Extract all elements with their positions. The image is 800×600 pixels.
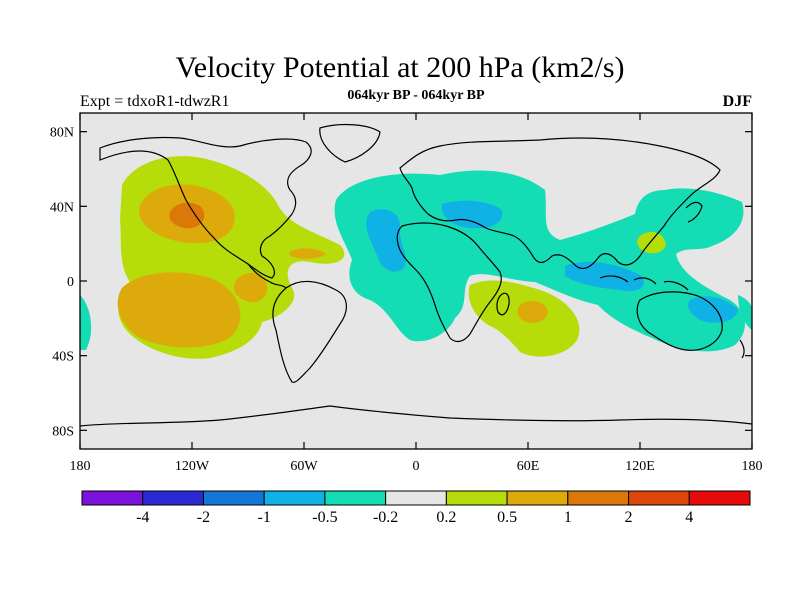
contour-neg-mid-med [441,200,503,229]
colorbar-label: 2 [625,509,633,526]
lon-tick-label: 180 [742,459,763,474]
colorbar-swatch [688,490,751,506]
colorbar-swatch [628,490,690,506]
colorbar-label: 0.5 [497,509,517,526]
coast-madagascar [496,292,510,316]
lat-tick-label: 0 [67,275,74,290]
contour-neg-mid-aus [688,296,738,323]
coast-africa [396,222,502,343]
contour-neg-mid-atlantic [366,209,406,272]
coast-japan [685,201,703,223]
coast-central-america [247,263,287,289]
lon-tick-label: 60W [290,459,318,474]
coast-antarctica [80,405,752,427]
colorbar-swatch [445,490,508,506]
colorbar-label: 1 [564,509,572,526]
contour-negative-epac [738,295,752,330]
contour-mid-spac [117,272,241,348]
contour-fields [80,156,752,359]
coast-greenland [319,123,381,163]
colorbar-swatch [567,490,630,506]
coast-new-zealand [739,339,745,359]
contour-mid-sio [517,300,548,323]
colorbar-label: -1 [258,509,271,526]
lat-tick-label: 80S [52,424,74,439]
coast-eurasia [399,137,721,270]
lon-tick-label: 120W [175,459,210,474]
axis-ticks: 80N 40N 0 40S 80S 180 120W 60W 0 60E 120E 180 [50,113,763,474]
lon-tick-label: 0 [413,459,420,474]
colorbar-label: -0.2 [373,509,398,526]
colorbar-swatch [142,490,204,506]
colorbar-label: -2 [197,509,210,526]
contour-positive-china [637,231,666,254]
colorbar: -4 -2 -1 -0.5 -0.2 0.2 0.5 1 2 4 [81,490,751,526]
colorbar-label: 0.2 [436,509,456,526]
contour-negative-wpac [80,295,92,350]
lon-tick-label: 120E [625,459,655,474]
colorbar-label: -0.5 [312,509,337,526]
colorbar-swatch [506,490,569,506]
coast-indonesia [599,275,689,291]
lat-tick-label: 40N [50,200,74,215]
contour-strong-na [169,202,205,229]
coast-south-america [272,280,347,383]
lon-tick-label: 60E [517,459,540,474]
contour-negative-eastern [334,170,746,352]
contour-mid-sam [233,272,268,303]
colorbar-label: 4 [685,509,693,526]
colorbar-swatch [202,490,265,506]
chart-title: Velocity Potential at 200 hPa (km2/s) [175,51,625,84]
colorbar-swatch [81,490,144,506]
colorbar-label: -4 [136,509,149,526]
lon-tick-label: 180 [70,459,91,474]
lat-tick-label: 40S [52,350,74,365]
contour-mid-gulf [290,248,326,259]
chart-subtitle: 064kyr BP - 064kyr BP [347,88,485,103]
coast-north-america [99,136,312,279]
lat-tick-label: 80N [50,126,74,141]
colorbar-swatch [385,490,447,506]
experiment-label: Expt = tdxoR1-tdwzR1 [80,93,230,110]
colorbar-swatch [324,490,387,506]
coast-australia [636,291,723,351]
season-label: DJF [722,93,752,110]
coastlines [80,123,752,427]
colorbar-swatch [263,490,326,506]
